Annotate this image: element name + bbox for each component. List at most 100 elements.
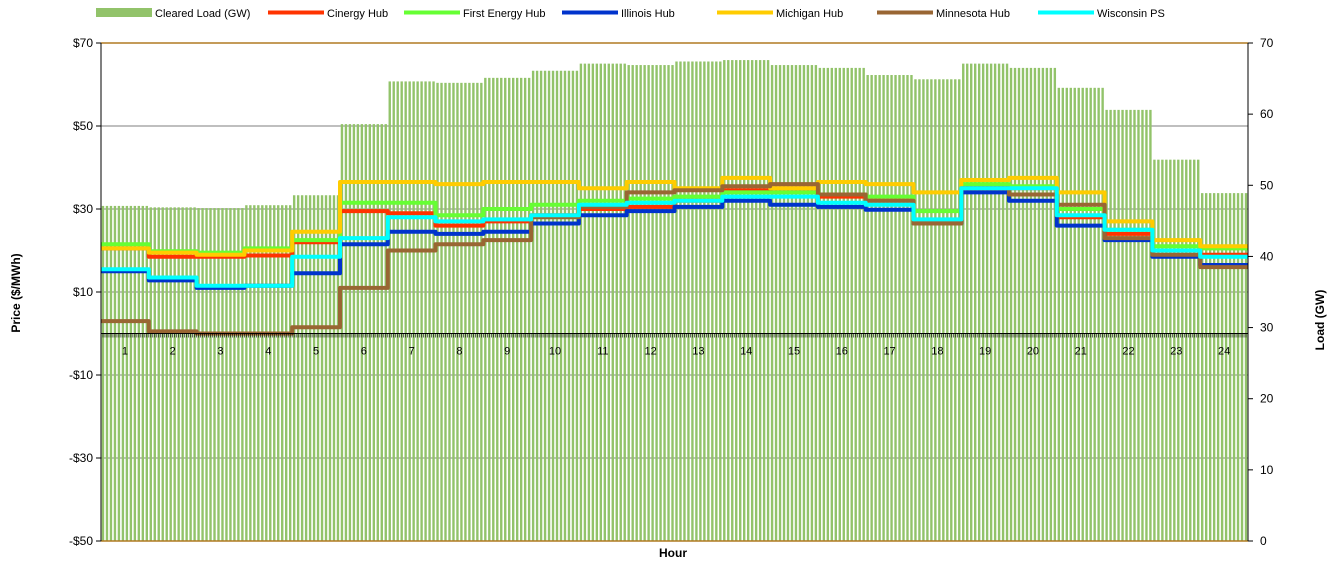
load-bar-stripe: [607, 63, 610, 541]
load-bar-stripe: [1097, 87, 1100, 541]
legend-label: Cinergy Hub: [327, 8, 388, 20]
load-bar-stripe: [412, 81, 415, 541]
load-bar-stripe: [639, 65, 642, 541]
load-bar-stripe: [205, 208, 208, 541]
hour-label: 5: [313, 346, 319, 358]
load-bar-stripe: [424, 81, 427, 541]
load-bar-stripe: [655, 65, 658, 541]
load-bar-stripe: [603, 63, 606, 541]
load-bar-stripe: [185, 207, 188, 541]
load-bar-stripe: [408, 81, 411, 541]
y-axis-label-left: Price ($/MWh): [9, 253, 23, 332]
load-bar-stripe: [277, 205, 280, 541]
load-bar-stripe: [484, 77, 487, 542]
load-bar-stripe: [129, 205, 133, 541]
load-bar-stripe: [946, 79, 949, 541]
load-bar-stripe: [308, 195, 312, 541]
load-bar-stripe: [683, 61, 686, 542]
load-bar-stripe: [1145, 109, 1148, 542]
load-bar-stripe: [977, 63, 981, 541]
load-bar-stripe: [1129, 109, 1132, 542]
load-bar-stripe: [567, 70, 571, 541]
legend-item: Cleared Load (GW): [96, 8, 250, 20]
load-bar-stripe: [281, 205, 284, 541]
load-bar-stripe: [460, 82, 463, 541]
load-bar-stripe: [428, 81, 431, 541]
hour-label: 1: [122, 346, 128, 358]
left-tick-label: -$10: [69, 368, 93, 382]
load-bar-stripe: [954, 79, 957, 541]
load-bar: [675, 61, 722, 542]
load-bar-stripe: [854, 67, 857, 542]
load-bar-stripe: [193, 207, 196, 541]
load-bar-stripe: [1216, 193, 1220, 541]
load-bar: [101, 205, 148, 541]
load-bar-stripe: [336, 195, 340, 541]
load-bar-stripe: [826, 67, 830, 542]
load-bar-stripe: [906, 75, 909, 541]
load-bar-stripe: [1061, 87, 1065, 541]
load-bar-stripe: [420, 81, 423, 541]
load-bar-stripe: [786, 65, 790, 541]
load-bar: [627, 65, 674, 541]
load-bar: [149, 207, 196, 541]
load-bar-stripe: [663, 65, 666, 541]
load-bar-stripe: [583, 63, 587, 541]
load-bar-stripe: [157, 207, 160, 541]
load-bar-stripe: [1193, 159, 1196, 541]
load-bar-stripe: [715, 61, 718, 542]
legend-item: Minnesota Hub: [877, 8, 1010, 20]
left-tick-label: -$50: [69, 534, 93, 548]
legend-item: Cinergy Hub: [268, 8, 388, 20]
load-bar-stripe: [902, 75, 905, 541]
legend-item: Michigan Hub: [717, 8, 843, 20]
load-bar-stripe: [201, 208, 204, 541]
load-bar-stripe: [575, 70, 579, 541]
load-bar-stripe: [707, 61, 710, 542]
hour-labels: 1 2 3 4 5 6 7 8 9 10 11 12 13 14 15 16 17 18 19 20 21 22 23 24: [122, 346, 1230, 358]
load-bar-stripe: [802, 65, 806, 541]
load-bar-stripe: [958, 79, 961, 541]
load-bar-stripe: [878, 75, 881, 541]
load-bar-stripe: [296, 195, 300, 541]
load-bar: [484, 77, 531, 542]
load-bar-stripe: [512, 77, 515, 542]
load-bar-stripe: [464, 82, 467, 541]
left-tick-label: $30: [73, 202, 93, 216]
load-bar-stripe: [300, 195, 304, 541]
load-bar-stripe: [1069, 87, 1072, 541]
left-tick-label: $10: [73, 285, 93, 299]
load-bar-stripe: [153, 207, 156, 541]
load-bar: [436, 82, 483, 541]
load-bar-stripe: [225, 208, 228, 541]
left-tick-label: -$30: [69, 451, 93, 465]
load-bar: [962, 63, 1009, 541]
left-tick-label: $70: [73, 36, 93, 50]
load-bar-stripe: [719, 61, 722, 542]
hour-label: 16: [836, 346, 848, 358]
left-tick-label: $50: [73, 119, 93, 133]
load-bar-stripe: [444, 82, 447, 541]
x-axis-label: Hour: [659, 546, 687, 560]
load-bar-stripe: [488, 77, 491, 542]
load-bar-stripe: [209, 208, 212, 541]
load-bar-stripe: [770, 65, 774, 541]
load-bar-stripe: [1201, 193, 1204, 541]
load-bar-stripe: [834, 67, 837, 542]
load-bar-stripe: [269, 205, 272, 541]
load-bar-stripe: [543, 70, 547, 541]
load-bar-stripe: [778, 65, 782, 541]
load-bar: [1153, 159, 1200, 541]
load-bar-stripe: [340, 124, 344, 542]
load-bar-stripe: [643, 65, 646, 541]
load-bar-stripe: [942, 79, 945, 541]
load-bar-stripe: [316, 195, 320, 541]
load-bar-stripe: [981, 63, 985, 541]
load-bar-stripe: [181, 207, 184, 541]
load-bar-stripe: [1081, 87, 1084, 541]
load-bar-stripe: [1053, 67, 1057, 542]
load-bar-stripe: [1149, 109, 1152, 542]
load-bar-stripe: [1236, 193, 1240, 541]
load-bar-stripe: [531, 70, 535, 541]
